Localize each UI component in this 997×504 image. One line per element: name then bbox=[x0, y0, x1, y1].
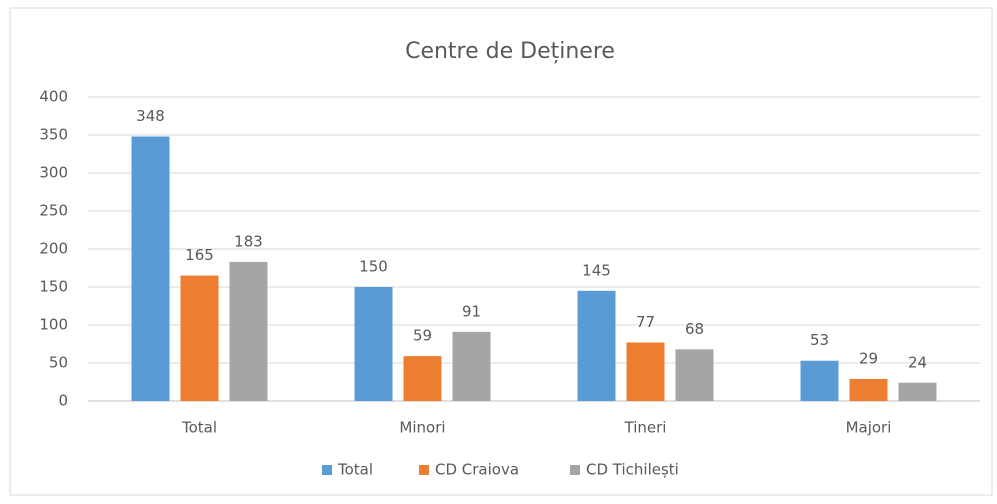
data-label: 53 bbox=[810, 331, 829, 349]
legend-swatch bbox=[570, 465, 580, 475]
x-tick-label: Majori bbox=[846, 419, 892, 437]
x-tick-label: Tineri bbox=[624, 419, 667, 437]
bar bbox=[452, 331, 491, 401]
data-label: 59 bbox=[413, 327, 432, 345]
data-label: 24 bbox=[908, 353, 927, 371]
bar bbox=[626, 342, 665, 401]
bar bbox=[675, 349, 714, 401]
legend-label: CD Tichilești bbox=[586, 461, 679, 479]
bar bbox=[354, 287, 393, 401]
data-label: 150 bbox=[359, 258, 388, 276]
y-tick-label: 50 bbox=[49, 354, 68, 372]
data-label: 91 bbox=[462, 302, 481, 320]
bar bbox=[577, 290, 616, 401]
legend-swatch bbox=[322, 465, 332, 475]
y-tick-label: 100 bbox=[39, 316, 68, 334]
chart-title: Centre de Deținere bbox=[405, 39, 615, 64]
y-tick-label: 300 bbox=[39, 164, 68, 182]
bar bbox=[180, 275, 219, 401]
y-tick-label: 350 bbox=[39, 126, 68, 144]
bar bbox=[403, 356, 442, 401]
chart-frame bbox=[9, 7, 993, 496]
data-label: 145 bbox=[582, 261, 611, 279]
x-tick-label: Minori bbox=[399, 419, 445, 437]
legend-label: CD Craiova bbox=[435, 461, 519, 479]
bar bbox=[849, 378, 888, 401]
bar bbox=[800, 360, 839, 401]
x-tick-label: Total bbox=[181, 419, 217, 437]
data-label: 29 bbox=[859, 349, 878, 367]
data-label: 68 bbox=[685, 320, 704, 338]
y-tick-label: 250 bbox=[39, 202, 68, 220]
data-label: 77 bbox=[636, 313, 655, 331]
bar bbox=[898, 382, 937, 401]
bar bbox=[131, 136, 170, 401]
legend-label: Total bbox=[337, 461, 373, 479]
y-tick-label: 200 bbox=[39, 240, 68, 258]
legend-swatch bbox=[419, 465, 429, 475]
y-tick-label: 0 bbox=[58, 392, 68, 410]
y-tick-label: 150 bbox=[39, 278, 68, 296]
bar bbox=[229, 261, 268, 401]
data-label: 183 bbox=[234, 232, 263, 250]
data-label: 165 bbox=[185, 246, 214, 264]
y-tick-label: 400 bbox=[39, 88, 68, 106]
data-label: 348 bbox=[136, 107, 165, 125]
